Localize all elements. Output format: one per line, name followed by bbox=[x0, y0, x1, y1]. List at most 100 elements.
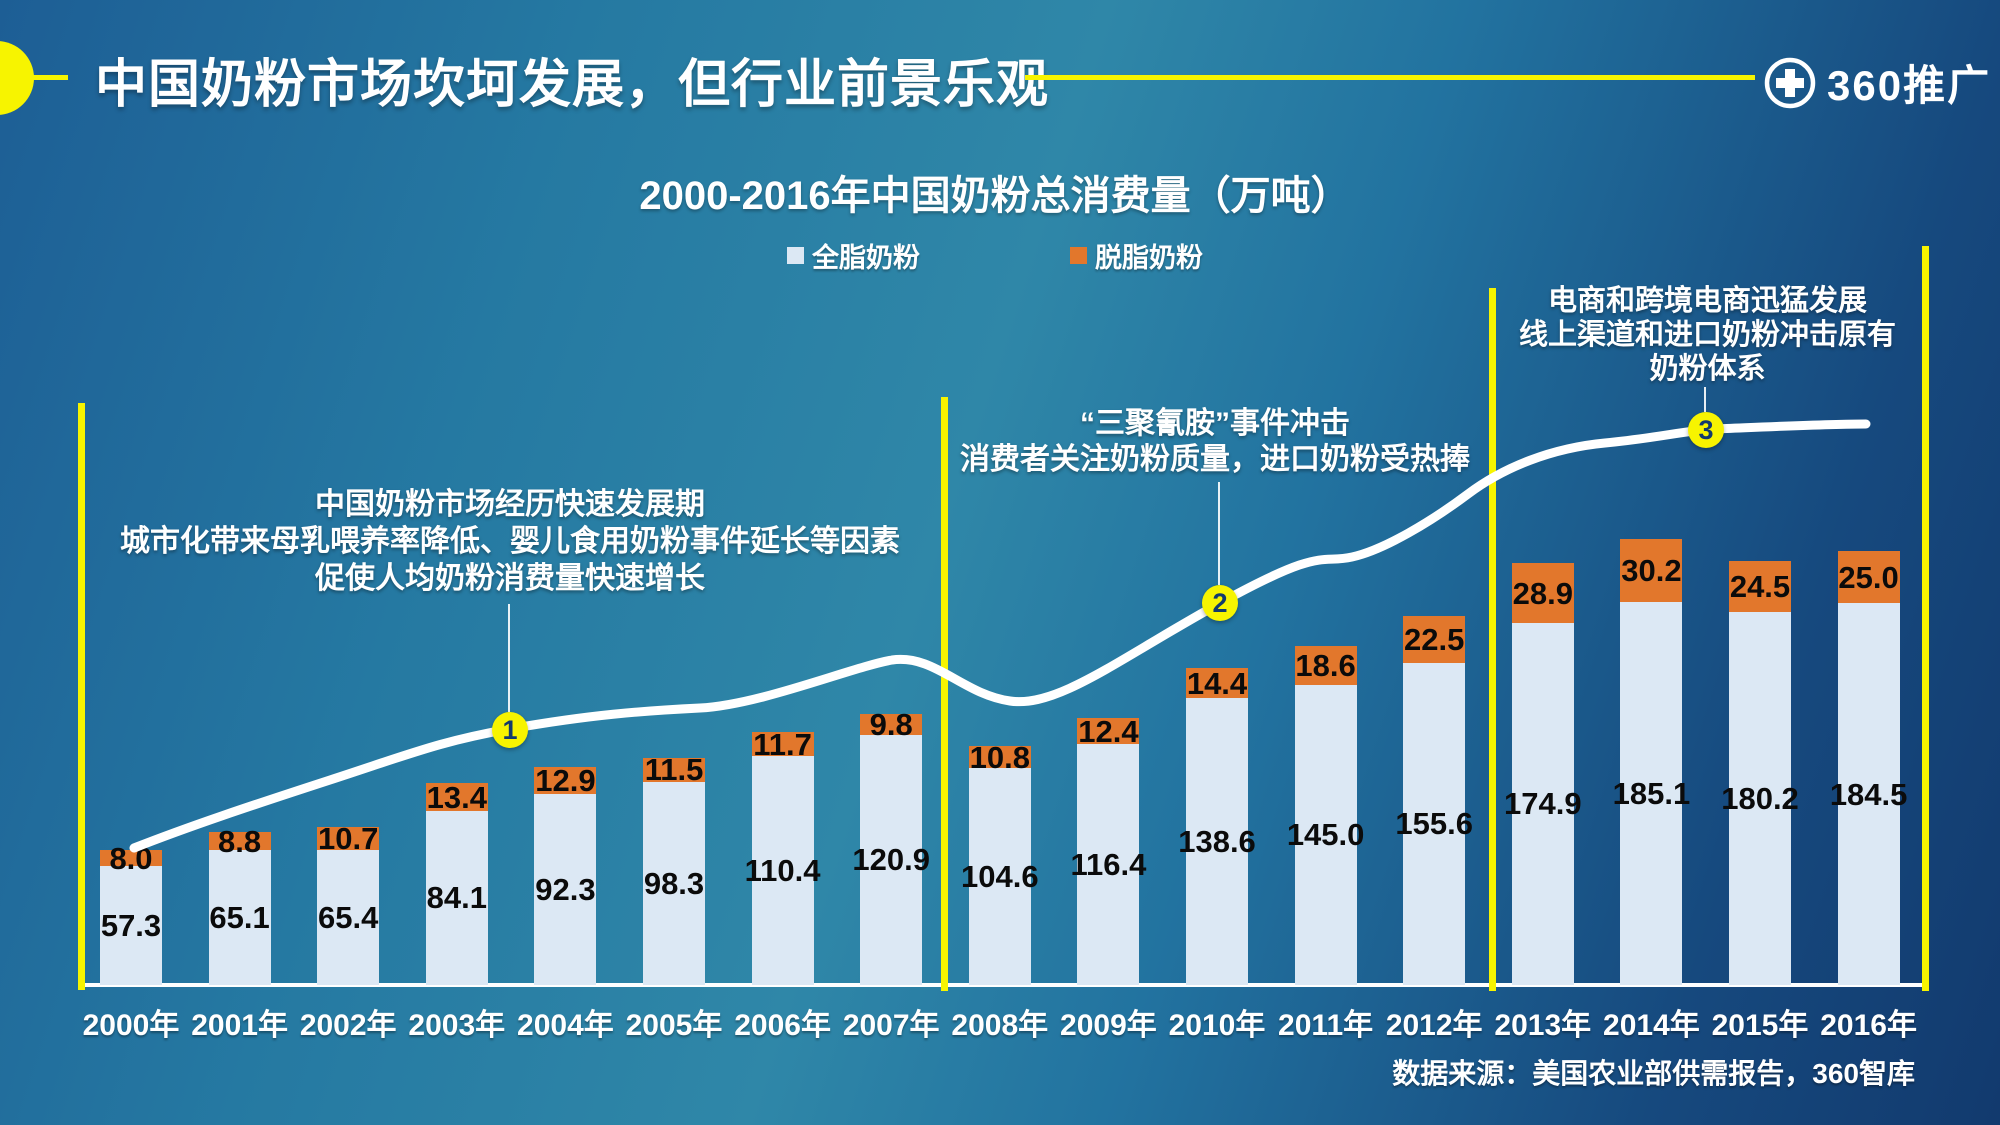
legend-label: 全脂奶粉 bbox=[812, 243, 920, 273]
header-rule-right bbox=[1025, 75, 1755, 80]
annotation-marker-1: 1 bbox=[492, 712, 528, 748]
bar-segment-whole-milk: 116.4 bbox=[1070, 744, 1146, 985]
bar-segment-whole-milk: 98.3 bbox=[643, 781, 705, 985]
x-axis-label: 2010年 bbox=[1168, 1009, 1266, 1042]
bar-value-label: 12.9 bbox=[535, 763, 596, 799]
bar-value-label: 14.4 bbox=[1186, 665, 1248, 701]
x-axis-label: 2004年 bbox=[517, 1009, 614, 1042]
bar-segment-whole-milk: 65.1 bbox=[208, 850, 271, 985]
annotation-line: 促使人均奶粉消费量快速增长 bbox=[315, 562, 705, 595]
bar-segment-whole-milk: 138.6 bbox=[1178, 698, 1256, 985]
bar-value-label: 174.9 bbox=[1504, 786, 1582, 822]
x-axis-label: 2007年 bbox=[842, 1009, 940, 1042]
x-axis-label: 2001年 bbox=[191, 1009, 288, 1042]
annotation-connector-3 bbox=[1704, 387, 1706, 412]
bar-value-label: 185.1 bbox=[1612, 775, 1691, 811]
bar-segment-whole-milk: 145.0 bbox=[1287, 684, 1364, 985]
x-axis-label: 2013年 bbox=[1494, 1009, 1592, 1042]
bar-segment-skim-milk: 11.7 bbox=[751, 729, 814, 760]
bar-segment-whole-milk: 155.6 bbox=[1395, 662, 1473, 985]
bar-value-label: 104.6 bbox=[961, 859, 1039, 895]
annotation-marker-3: 3 bbox=[1688, 412, 1724, 448]
bar-value-label: 12.4 bbox=[1078, 713, 1139, 749]
x-axis-line bbox=[78, 983, 1925, 987]
bar-value-label: 84.1 bbox=[426, 880, 487, 916]
x-axis-label: 2008年 bbox=[951, 1009, 1049, 1042]
bar-segment-whole-milk: 84.1 bbox=[425, 810, 488, 985]
bar-segment-skim-milk: 18.6 bbox=[1294, 646, 1357, 685]
bar-segment-skim-milk: 8.0 bbox=[100, 843, 162, 874]
plus-circle-icon bbox=[1764, 57, 1816, 108]
annotation-line: 城市化带来母乳喂养率降低、婴儿食用奶粉事件延长等因素 bbox=[120, 525, 900, 558]
bar-segment-skim-milk: 25.0 bbox=[1837, 551, 1900, 604]
bar-segment-skim-milk: 10.8 bbox=[968, 742, 1031, 773]
bar-value-label: 57.3 bbox=[100, 908, 162, 944]
x-axis-label: 2012年 bbox=[1385, 1009, 1483, 1042]
bar-segment-whole-milk: 65.4 bbox=[317, 849, 380, 985]
bar-segment-skim-milk: 10.7 bbox=[317, 823, 380, 854]
x-axis-label: 2000年 bbox=[82, 1009, 180, 1042]
legend: 全脂奶粉 脱脂奶粉 bbox=[595, 236, 1395, 275]
bar-segment-skim-milk: 30.2 bbox=[1620, 539, 1683, 602]
x-axis-label: 2003年 bbox=[408, 1009, 506, 1042]
annotation-line: 电商和跨境电商迅猛发展 bbox=[1547, 285, 1867, 317]
bar-segment-skim-milk: 11.5 bbox=[643, 754, 705, 785]
x-axis-label: 2006年 bbox=[734, 1009, 831, 1042]
annotation-line: 奶粉体系 bbox=[1649, 353, 1766, 385]
bar-segment-whole-milk: 110.4 bbox=[745, 756, 821, 985]
bar-value-label: 13.4 bbox=[426, 779, 487, 815]
x-axis-label: 2005年 bbox=[625, 1009, 723, 1042]
annotation-line: 消费者关注奶粉质量，进口奶粉受热捧 bbox=[960, 443, 1470, 476]
brand-logo-text: 360推广 bbox=[1827, 62, 1992, 109]
bar-segment-whole-milk: 185.1 bbox=[1613, 601, 1690, 985]
legend-swatch bbox=[1070, 247, 1087, 264]
annotation-line: “三聚氰胺”事件冲击 bbox=[1080, 407, 1350, 440]
bar-segment-whole-milk: 120.9 bbox=[852, 734, 930, 985]
annotation-connector-2 bbox=[1218, 482, 1220, 585]
bar-value-label: 65.4 bbox=[318, 899, 379, 935]
page-title: 中国奶粉市场坎坷发展，但行业前景乐观 bbox=[95, 56, 1050, 114]
annotation-block-3: 电商和跨境电商迅猛发展 线上渠道和进口奶粉冲击原有 奶粉体系 bbox=[1495, 284, 1920, 386]
bar-value-label: 9.8 bbox=[869, 707, 913, 743]
bar-value-label: 180.2 bbox=[1721, 780, 1799, 816]
bar-value-label: 10.7 bbox=[318, 821, 379, 857]
bar-segment-whole-milk: 92.3 bbox=[534, 793, 597, 985]
bar-value-label: 8.8 bbox=[218, 823, 262, 859]
legend-swatch bbox=[787, 247, 804, 264]
bar-segment-skim-milk: 22.5 bbox=[1403, 616, 1466, 663]
annotation-marker-2: 2 bbox=[1202, 585, 1238, 621]
bar-segment-skim-milk: 28.9 bbox=[1511, 563, 1574, 623]
x-axis-label: 2014年 bbox=[1603, 1009, 1700, 1042]
x-axis-label: 2011年 bbox=[1278, 1009, 1374, 1042]
x-axis-label: 2016年 bbox=[1820, 1009, 1917, 1042]
annotation-connector-1 bbox=[508, 604, 510, 712]
bar-value-label: 110.4 bbox=[744, 853, 821, 889]
bar-value-label: 98.3 bbox=[643, 865, 705, 901]
bar-segment-skim-milk: 9.8 bbox=[860, 709, 923, 740]
bar-segment-skim-milk: 8.8 bbox=[208, 826, 271, 857]
period-divider-4 bbox=[1922, 246, 1929, 991]
x-axis-label: 2002年 bbox=[299, 1009, 397, 1042]
bar-value-label: 10.8 bbox=[969, 739, 1030, 775]
annotation-block-2: “三聚氰胺”事件冲击 消费者关注奶粉质量，进口奶粉受热捧 bbox=[915, 406, 1515, 478]
annotation-block-1: 中国奶粉市场经历快速发展期 城市化带来母乳喂养率降低、婴儿食用奶粉事件延长等因素… bbox=[60, 486, 960, 597]
bar-segment-whole-milk: 180.2 bbox=[1721, 611, 1799, 985]
bar-value-label: 155.6 bbox=[1395, 806, 1473, 842]
bar-value-label: 11.5 bbox=[644, 752, 704, 788]
header-rule-left bbox=[30, 75, 68, 80]
bar-value-label: 138.6 bbox=[1178, 824, 1256, 860]
bar-value-label: 120.9 bbox=[852, 842, 930, 878]
bar-segment-whole-milk: 184.5 bbox=[1830, 603, 1907, 985]
legend-label: 脱脂奶粉 bbox=[1095, 243, 1203, 273]
annotation-line: 线上渠道和进口奶粉冲击原有 bbox=[1518, 319, 1896, 351]
bar-value-label: 184.5 bbox=[1829, 776, 1908, 812]
x-axis-label: 2009年 bbox=[1060, 1009, 1157, 1042]
brand-logo: 360推广 bbox=[1763, 52, 1991, 113]
data-source: 数据来源：美国农业部供需报告，360智库 bbox=[1392, 1058, 1915, 1089]
bar-value-label: 145.0 bbox=[1286, 817, 1365, 853]
bar-segment-skim-milk: 24.5 bbox=[1729, 561, 1791, 612]
bar-value-label: 25.0 bbox=[1838, 559, 1899, 595]
bar-segment-skim-milk: 13.4 bbox=[425, 779, 488, 815]
period-divider-1 bbox=[78, 403, 85, 990]
